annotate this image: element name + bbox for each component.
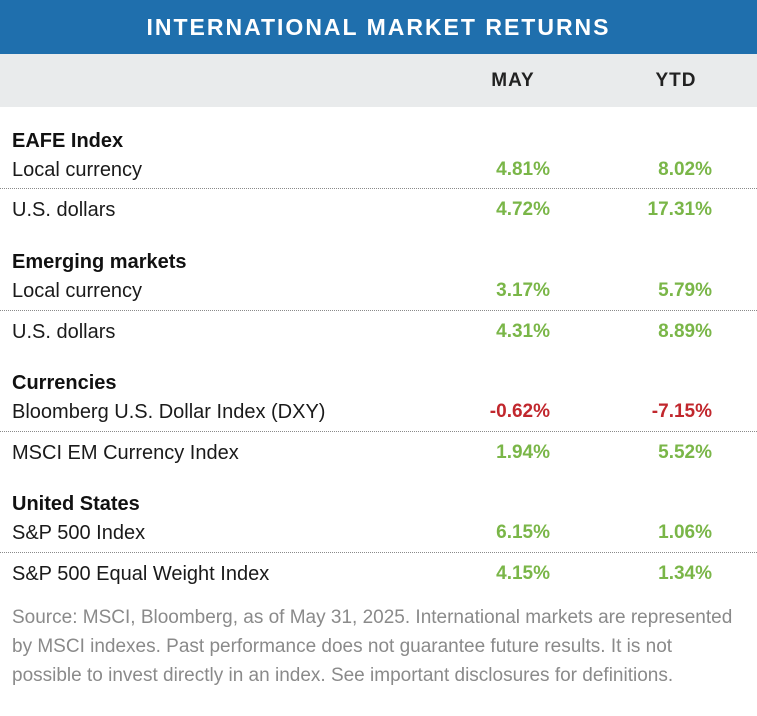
row-ytd-value: 5.79% — [658, 280, 712, 301]
row-ytd-value: 8.02% — [658, 159, 712, 180]
row-may-value: 4.72% — [496, 199, 550, 220]
row-divider — [0, 310, 757, 311]
row-label: S&P 500 Index — [12, 522, 146, 544]
table-row: S&P 500 Index 6.15% 1.06% — [0, 513, 757, 553]
row-label: U.S. dollars — [12, 321, 116, 343]
table-row: U.S. dollars 4.72% 17.31% — [0, 190, 757, 230]
table-row: U.S. dollars 4.31% 8.89% — [0, 312, 757, 352]
column-header-row: MAY YTD — [0, 54, 757, 107]
row-ytd-value: 5.52% — [658, 442, 712, 463]
table-row: MSCI EM Currency Index 1.94% 5.52% — [0, 433, 757, 473]
row-may-value: 3.17% — [496, 280, 550, 301]
section-title-eafe: EAFE Index — [12, 130, 124, 152]
row-label: MSCI EM Currency Index — [12, 442, 239, 464]
row-label: U.S. dollars — [12, 199, 116, 221]
row-ytd-value: 1.34% — [658, 563, 712, 584]
row-ytd-value: 17.31% — [647, 199, 712, 220]
row-divider — [0, 188, 757, 189]
row-label: S&P 500 Equal Weight Index — [12, 563, 270, 585]
row-may-value: 6.15% — [496, 522, 550, 543]
row-ytd-value: -7.15% — [651, 401, 712, 422]
section-title-emerging: Emerging markets — [12, 251, 187, 273]
section-title-united-states: United States — [12, 493, 140, 515]
row-may-value: 4.81% — [496, 159, 550, 180]
section-title-currencies: Currencies — [12, 372, 117, 394]
row-ytd-value: 8.89% — [658, 321, 712, 342]
row-may-value: -0.62% — [489, 401, 550, 422]
table-title: INTERNATIONAL MARKET RETURNS — [0, 0, 757, 54]
table-row: Local currency 4.81% 8.02% — [0, 150, 757, 190]
row-divider — [0, 552, 757, 553]
source-note: Source: MSCI, Bloomberg, as of May 31, 2… — [12, 607, 733, 686]
row-label: Local currency — [12, 280, 143, 302]
row-may-value: 1.94% — [496, 442, 550, 463]
column-header-ytd: YTD — [655, 70, 697, 91]
row-may-value: 4.31% — [496, 321, 550, 342]
row-may-value: 4.15% — [496, 563, 550, 584]
column-header-may: MAY — [491, 70, 535, 91]
row-ytd-value: 1.06% — [658, 522, 712, 543]
row-label: Bloomberg U.S. Dollar Index (DXY) — [12, 401, 326, 423]
table-row: Bloomberg U.S. Dollar Index (DXY) -0.62%… — [0, 392, 757, 432]
row-label: Local currency — [12, 159, 143, 181]
row-divider — [0, 431, 757, 432]
table-row: S&P 500 Equal Weight Index 4.15% 1.34% — [0, 554, 757, 594]
table-row: Local currency 3.17% 5.79% — [0, 271, 757, 311]
